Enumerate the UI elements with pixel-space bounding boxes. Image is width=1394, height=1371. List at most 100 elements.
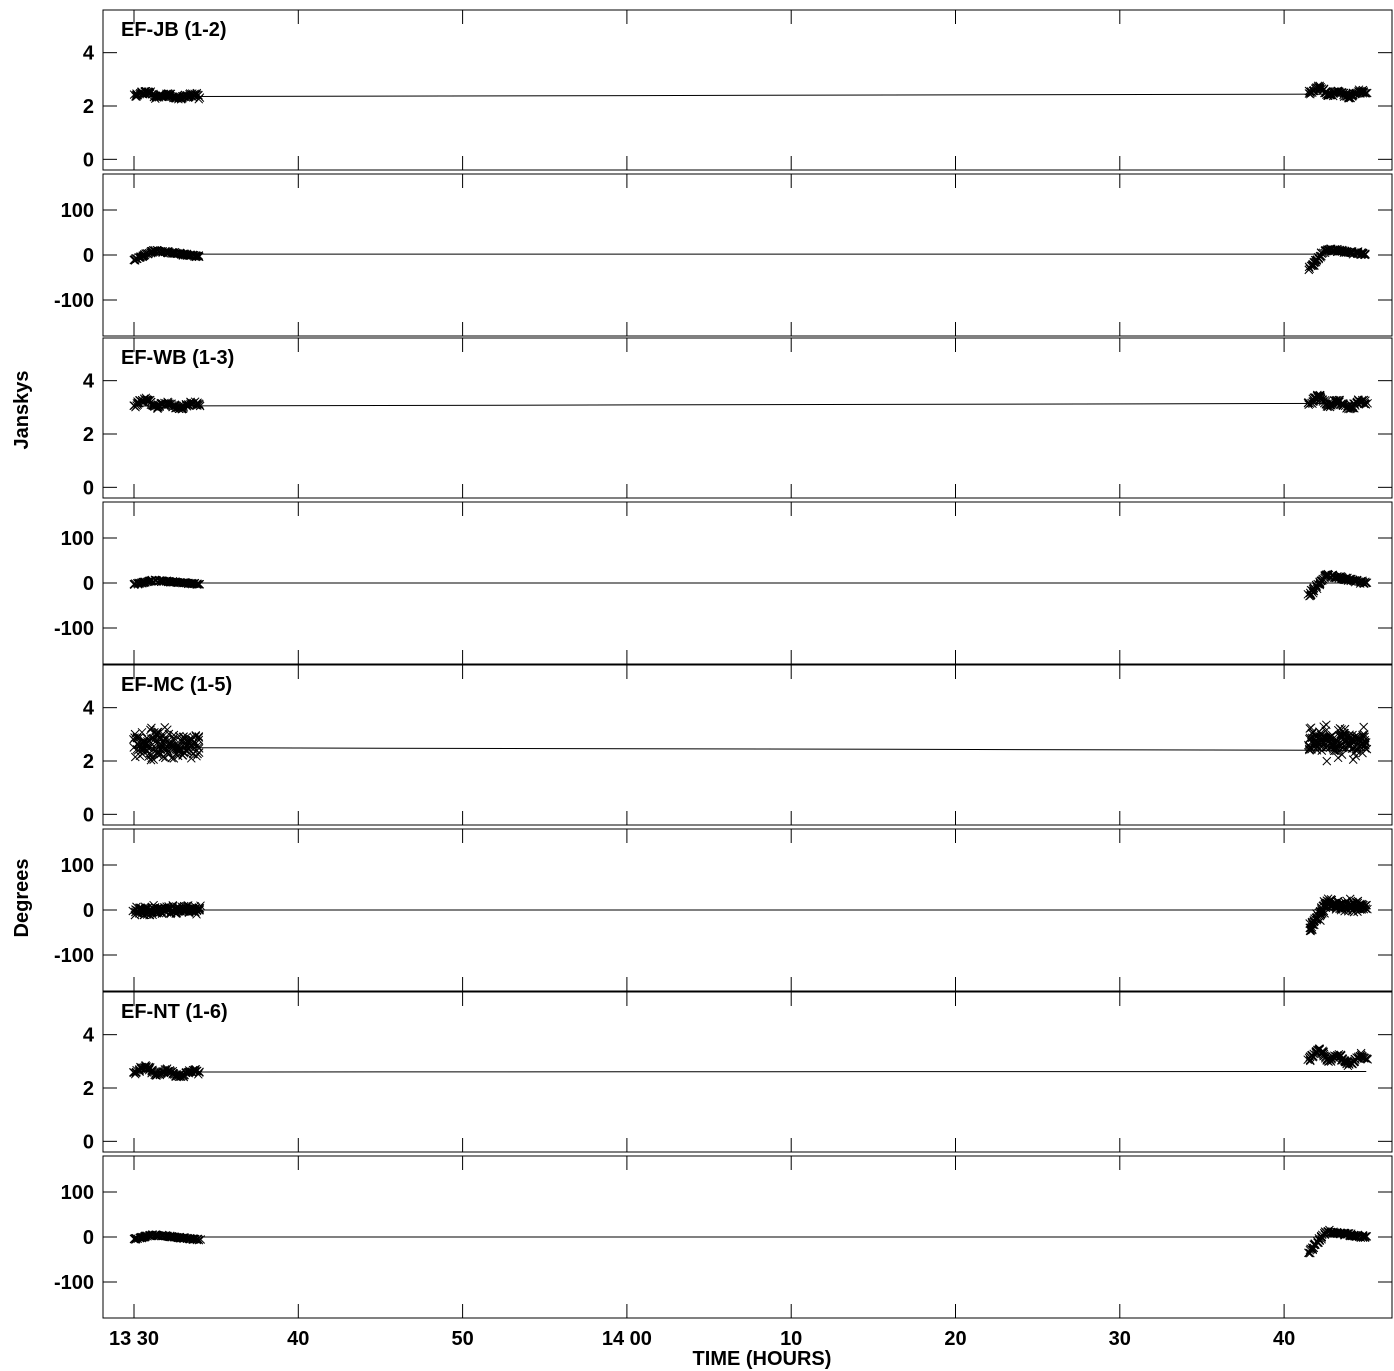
x-tick-label: 10: [780, 1328, 802, 1350]
phase-points: [1305, 894, 1372, 936]
amplitude-point: [1362, 744, 1372, 754]
phase-tick-label: 0: [83, 1227, 94, 1249]
amplitude-point: [195, 401, 205, 411]
phase-tick-label: 100: [61, 1182, 94, 1204]
amplitude-panel-frame: [102, 337, 1393, 499]
amplitude-point: [1362, 88, 1372, 98]
amplitude-point: [193, 1069, 203, 1079]
amplitude-model-line: [133, 93, 1367, 98]
amplitude-point: [159, 730, 169, 740]
baseline-title: EF-NT (1-6): [121, 1001, 228, 1023]
amplitude-point: [1359, 399, 1369, 409]
phase-point: [1362, 1232, 1372, 1241]
phase-points: [1303, 569, 1372, 601]
amplitude-point: [194, 748, 204, 757]
amplitude-point: [1360, 399, 1370, 409]
phase-tick-label: -100: [54, 290, 94, 312]
amplitude-points: [129, 393, 205, 414]
y-axis-title-amplitude: Janskys: [11, 371, 33, 450]
amplitude-point: [193, 742, 203, 752]
phase-tick-label: 0: [83, 900, 94, 922]
amplitude-points: [129, 723, 204, 765]
amp-tick-label: 0: [83, 804, 94, 826]
phase-point: [195, 905, 205, 914]
amplitude-point: [149, 755, 158, 764]
x-tick-label: 40: [287, 1328, 309, 1350]
phase-points: [129, 1230, 206, 1245]
phase-points: [128, 900, 205, 920]
amplitude-point: [1359, 722, 1369, 732]
phase-tick-label: 0: [83, 245, 94, 267]
phase-tick-label: -100: [54, 618, 94, 640]
amp-tick-label: 4: [83, 698, 95, 720]
amp-tick-label: 2: [83, 424, 94, 446]
baseline-title: EF-JB (1-2): [121, 19, 227, 41]
amplitude-point: [169, 730, 179, 740]
amplitude-points: [1304, 720, 1372, 766]
phase-point: [1360, 250, 1370, 260]
phase-point: [196, 1235, 206, 1244]
amplitude-model-line: [133, 1070, 1367, 1073]
amplitude-point: [195, 400, 204, 410]
phase-point: [1361, 1232, 1370, 1241]
amplitude-point: [1321, 720, 1331, 730]
amplitude-point: [1363, 398, 1372, 408]
amplitude-point: [194, 732, 204, 741]
phase-point: [1362, 578, 1372, 588]
amplitude-points: [129, 86, 205, 104]
x-tick-label: 50: [451, 1328, 473, 1350]
amplitude-point: [137, 727, 147, 737]
x-tick-label: 40: [1273, 1328, 1295, 1350]
amp-tick-label: 4: [83, 1025, 95, 1047]
amp-tick-label: 0: [83, 149, 94, 171]
amplitude-point: [1337, 750, 1347, 759]
amplitude-model-line: [133, 747, 1367, 751]
amplitude-point: [1360, 744, 1370, 753]
amplitude-point: [1359, 1054, 1369, 1063]
phase-point: [194, 252, 204, 262]
y-axis-title-phase: Degrees: [11, 859, 33, 938]
phase-point: [194, 251, 204, 260]
phase-tick-label: -100: [54, 945, 94, 967]
amplitude-point: [194, 94, 204, 104]
phase-point: [1359, 579, 1369, 589]
amplitude-point: [1344, 1059, 1354, 1068]
amplitude-point: [1322, 756, 1332, 766]
phase-point: [1361, 904, 1371, 913]
baseline-title: EF-WB (1-3): [121, 347, 234, 369]
phase-points: [129, 575, 205, 590]
amp-tick-label: 2: [83, 96, 94, 118]
phase-tick-label: 0: [83, 573, 94, 595]
x-tick-label: 30: [1109, 1328, 1131, 1350]
amplitude-point: [194, 1068, 204, 1077]
phase-point: [196, 901, 205, 911]
amplitude-point: [169, 733, 179, 743]
amp-tick-label: 4: [83, 371, 95, 393]
amp-tick-label: 4: [83, 43, 95, 65]
amplitude-points: [1304, 81, 1372, 103]
amplitude-panel-frame: [102, 991, 1393, 1153]
phase-tick-label: 100: [61, 855, 94, 877]
amplitude-model-line: [133, 402, 1367, 407]
baseline-title: EF-MC (1-5): [121, 674, 232, 696]
x-tick-label: 20: [944, 1328, 966, 1350]
amplitude-point: [1363, 1055, 1372, 1064]
amplitude-panel-frame: [102, 664, 1393, 826]
amplitude-point: [194, 733, 204, 742]
amp-tick-label: 0: [83, 477, 94, 499]
amplitude-point: [1340, 724, 1350, 734]
phase-points: [1304, 244, 1370, 275]
amp-tick-label: 0: [83, 1131, 94, 1153]
amplitude-point: [194, 735, 204, 745]
phase-tick-label: 100: [61, 528, 94, 550]
phase-point: [194, 579, 203, 589]
amplitude-points: [128, 1061, 204, 1082]
x-tick-label: 14 00: [602, 1328, 652, 1350]
phase-point: [192, 579, 201, 589]
x-tick-label: 13 30: [109, 1328, 159, 1350]
phase-points: [129, 245, 204, 265]
phase-panel-frame: [102, 173, 1393, 337]
amp-tick-label: 2: [83, 751, 94, 773]
amplitude-point: [169, 754, 179, 763]
